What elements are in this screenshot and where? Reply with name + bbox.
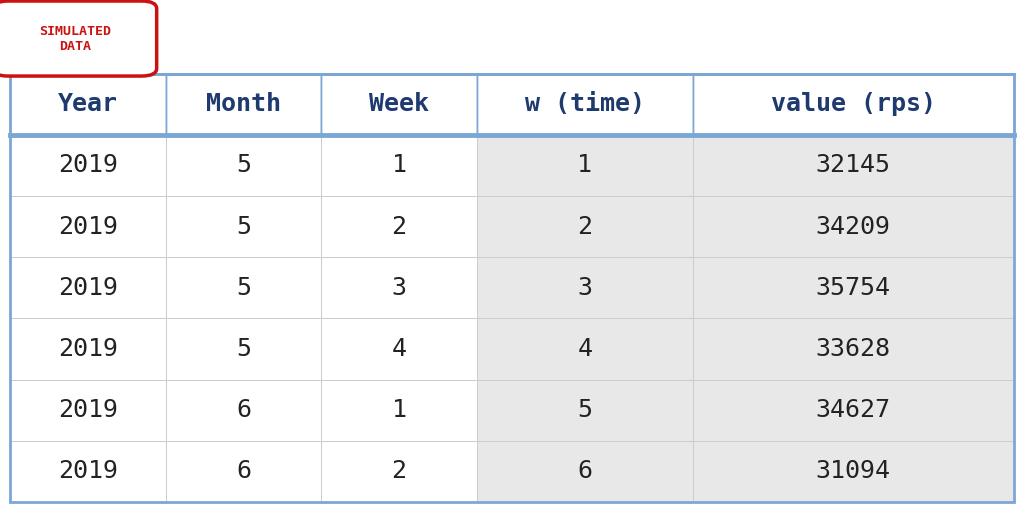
Text: Year: Year bbox=[58, 92, 118, 116]
Text: 3: 3 bbox=[391, 276, 407, 300]
FancyBboxPatch shape bbox=[0, 1, 157, 76]
Text: 2019: 2019 bbox=[58, 153, 118, 177]
Text: 1: 1 bbox=[578, 153, 592, 177]
Text: 1: 1 bbox=[391, 398, 407, 422]
Text: SIMULATED
DATA: SIMULATED DATA bbox=[39, 24, 111, 53]
Text: 2019: 2019 bbox=[58, 459, 118, 483]
Text: Month: Month bbox=[206, 92, 281, 116]
Text: value (rps): value (rps) bbox=[771, 92, 936, 116]
Text: 32145: 32145 bbox=[816, 153, 891, 177]
Text: 33628: 33628 bbox=[816, 337, 891, 361]
Text: w (time): w (time) bbox=[524, 92, 645, 116]
Text: 2019: 2019 bbox=[58, 276, 118, 300]
Text: 2019: 2019 bbox=[58, 214, 118, 238]
Text: 6: 6 bbox=[237, 398, 251, 422]
Text: 2: 2 bbox=[391, 459, 407, 483]
Text: 6: 6 bbox=[237, 459, 251, 483]
Text: 3: 3 bbox=[578, 276, 592, 300]
Text: 2: 2 bbox=[391, 214, 407, 238]
Text: 5: 5 bbox=[578, 398, 592, 422]
Text: 34209: 34209 bbox=[816, 214, 891, 238]
Text: 2019: 2019 bbox=[58, 337, 118, 361]
Text: 5: 5 bbox=[237, 153, 251, 177]
Text: 4: 4 bbox=[391, 337, 407, 361]
Text: 6: 6 bbox=[578, 459, 592, 483]
Text: 34627: 34627 bbox=[816, 398, 891, 422]
Text: 4: 4 bbox=[578, 337, 592, 361]
Text: 2: 2 bbox=[578, 214, 592, 238]
Text: Week: Week bbox=[369, 92, 429, 116]
Text: 31094: 31094 bbox=[816, 459, 891, 483]
Text: 1: 1 bbox=[391, 153, 407, 177]
Text: 5: 5 bbox=[237, 276, 251, 300]
Text: 5: 5 bbox=[237, 337, 251, 361]
Text: 5: 5 bbox=[237, 214, 251, 238]
Text: 2019: 2019 bbox=[58, 398, 118, 422]
Text: 35754: 35754 bbox=[816, 276, 891, 300]
